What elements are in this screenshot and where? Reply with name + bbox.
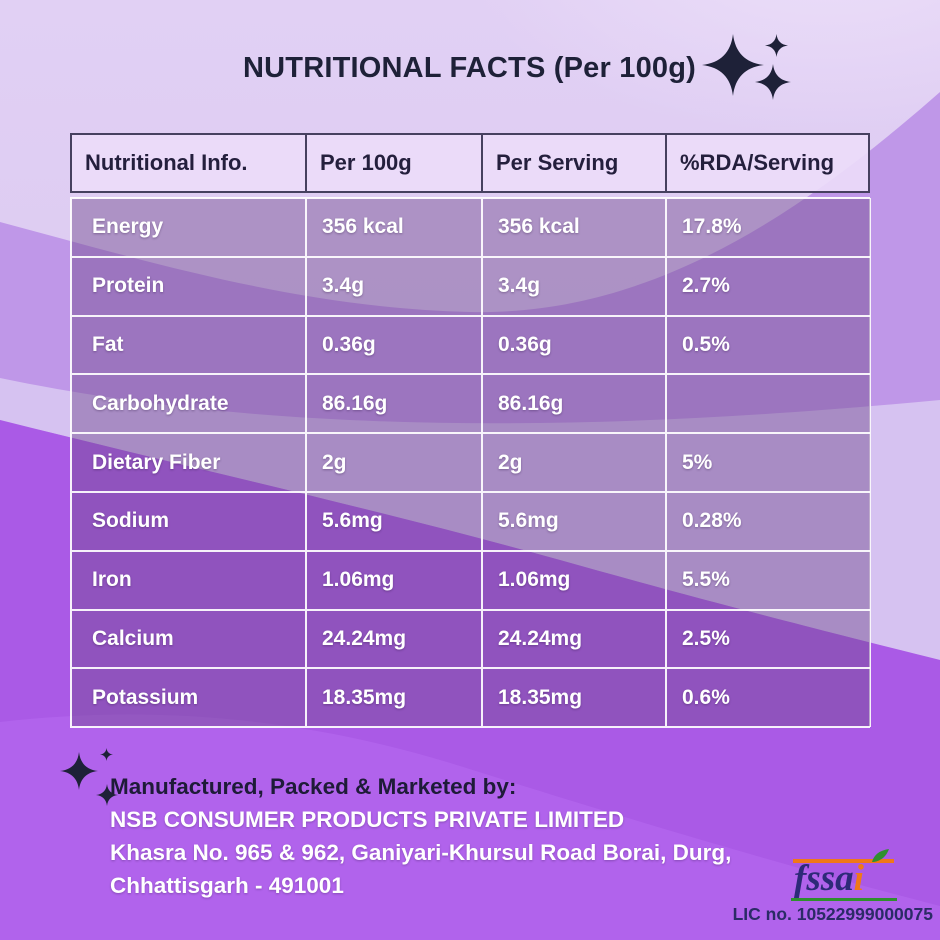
fssai-leaf-icon [872, 849, 889, 862]
row-protein-name: Protein [71, 256, 306, 316]
row-calcium-rda: 2.5% [666, 609, 871, 669]
header-per-100g: Per 100g [307, 135, 483, 191]
row-dietary-fiber-rda: 5% [666, 433, 871, 492]
page-title: NUTRITIONAL FACTS (Per 100g) [243, 51, 697, 84]
row-protein-per-serving: 3.4g [482, 256, 666, 316]
address-line-1: Khasra No. 965 & 962, Ganiyari-Khursul R… [110, 840, 732, 865]
row-fat-per-serving: 0.36g [482, 315, 666, 375]
row-carbohydrate-rda [666, 374, 871, 434]
fssai-license-number: LIC no. 10522999000075 [732, 904, 933, 924]
header-per-serving: Per Serving [483, 135, 667, 191]
row-iron-per-serving: 1.06mg [482, 550, 666, 610]
row-fat-name: Fat [71, 315, 306, 375]
row-sodium-name: Sodium [71, 491, 306, 551]
row-sodium-rda: 0.28% [666, 491, 871, 551]
row-carbohydrate-per-100g: 86.16g [306, 374, 482, 434]
row-energy-per-100g: 356 kcal [306, 198, 482, 257]
row-iron-name: Iron [71, 550, 306, 610]
row-calcium-per-serving: 24.24mg [482, 609, 666, 669]
row-iron-rda: 5.5% [666, 550, 871, 610]
sparkles-icon [702, 34, 792, 100]
row-sodium-per-serving: 5.6mg [482, 491, 666, 551]
sparkles-icon-small [60, 748, 118, 806]
row-calcium-per-100g: 24.24mg [306, 609, 482, 669]
fssai-bottom-bar [791, 897, 897, 901]
nutrition-table: Nutritional Info. Per 100g Per Serving %… [70, 133, 871, 729]
company-name: NSB CONSUMER PRODUCTS PRIVATE LIMITED [110, 807, 625, 832]
row-dietary-fiber-name: Dietary Fiber [71, 433, 306, 492]
row-iron-per-100g: 1.06mg [306, 550, 482, 610]
address-line-2: Chhattisgarh - 491001 [110, 873, 344, 898]
title-row: NUTRITIONAL FACTS (Per 100g) [243, 34, 794, 100]
row-fat-per-100g: 0.36g [306, 315, 482, 375]
row-potassium-per-100g: 18.35mg [306, 668, 482, 728]
manufactured-by-label: Manufactured, Packed & Marketed by: [110, 774, 517, 799]
row-fat-rda: 0.5% [666, 315, 871, 375]
header-rda-per-serving: %RDA/Serving [680, 150, 835, 175]
row-dietary-fiber-per-serving: 2g [482, 433, 666, 492]
fssai-top-bar [793, 859, 894, 863]
header-nutritional-info: Nutritional Info. [72, 135, 307, 191]
row-potassium-per-serving: 18.35mg [482, 668, 666, 728]
row-potassium-rda: 0.6% [666, 668, 871, 728]
fssai-logo-text: fssai [794, 858, 864, 899]
manufacturer-info: Manufactured, Packed & Marketed by: NSB … [110, 770, 770, 902]
row-dietary-fiber-per-100g: 2g [306, 433, 482, 492]
row-sodium-per-100g: 5.6mg [306, 491, 482, 551]
row-energy-per-serving: 356 kcal [482, 198, 666, 257]
row-protein-rda: 2.7% [666, 256, 871, 316]
row-protein-per-100g: 3.4g [306, 256, 482, 316]
row-energy-name: Energy [71, 198, 306, 257]
fssai-logo: fssai [791, 849, 897, 901]
table-body: Energy 356 kcal 356 kcal 17.8% Protein 3… [70, 197, 871, 729]
row-potassium-name: Potassium [71, 668, 306, 728]
row-carbohydrate-name: Carbohydrate [71, 374, 306, 434]
fssai-block: fssai LIC no. 10522999000075 [732, 849, 933, 925]
row-carbohydrate-per-serving: 86.16g [482, 374, 666, 434]
row-calcium-name: Calcium [71, 609, 306, 669]
row-energy-rda: 17.8% [666, 198, 871, 257]
table-header-row: Nutritional Info. Per 100g Per Serving %… [70, 133, 870, 193]
